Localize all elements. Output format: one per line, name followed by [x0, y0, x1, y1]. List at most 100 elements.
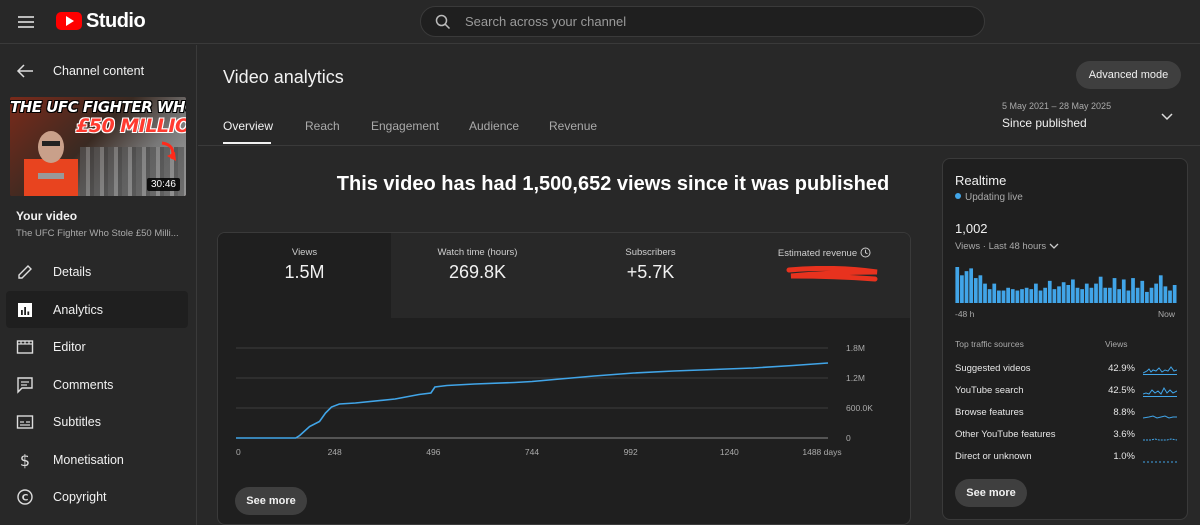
- realtime-bar: [1024, 287, 1029, 303]
- realtime-bar: [1080, 289, 1085, 303]
- realtime-bar: [1052, 289, 1057, 303]
- video-title: The UFC Fighter Who Stole £50 Milli...: [16, 228, 179, 239]
- video-thumbnail[interactable]: THE UFC FIGHTER WHO STOLE £50 MILLION 30…: [10, 97, 186, 196]
- realtime-bar: [1108, 287, 1112, 303]
- sidebar-nav: Details Analytics Editor: [6, 253, 188, 516]
- source-pct: 42.5%: [1108, 385, 1135, 396]
- x-tick-label: 744: [525, 447, 539, 457]
- y-tick-label: 1.8M: [846, 343, 865, 353]
- realtime-bar: [992, 283, 997, 303]
- top-bar: Studio: [0, 0, 1200, 44]
- sidebar-item-comments[interactable]: Comments: [6, 366, 188, 404]
- kpi-label: Subscribers: [625, 247, 676, 258]
- sidebar: Channel content THE UFC FIGHTER WHO STOL…: [0, 45, 197, 525]
- tab-audience[interactable]: Audience: [469, 119, 520, 133]
- sidebar-item-analytics[interactable]: Analytics: [6, 290, 188, 328]
- source-pct: 8.8%: [1113, 407, 1135, 418]
- source-name: Browse features: [955, 407, 1024, 418]
- svg-text:$: $: [20, 451, 30, 469]
- metrics-card: Views 1.5M Watch time (hours) 269.8K Sub…: [217, 232, 911, 525]
- realtime-status-text: Updating live: [965, 192, 1023, 203]
- x-tick-label: 1488 days: [802, 447, 841, 457]
- kpi-estimated-revenue[interactable]: Estimated revenue: [737, 233, 910, 318]
- realtime-bar: [1066, 285, 1071, 303]
- search-bar[interactable]: [420, 6, 985, 37]
- sidebar-item-editor[interactable]: Editor: [6, 328, 188, 366]
- realtime-bar: [978, 275, 983, 303]
- realtime-view-count: 1,002: [955, 221, 988, 236]
- copyright-icon: C: [17, 489, 33, 505]
- realtime-bar: [1043, 287, 1048, 303]
- tabs-divider: [198, 145, 1200, 146]
- back-label: Channel content: [53, 64, 145, 78]
- kpi-value: +5.7K: [626, 262, 675, 282]
- realtime-bar: [1112, 278, 1117, 303]
- realtime-bar: [1071, 279, 1075, 303]
- realtime-bar: [1103, 287, 1108, 303]
- sidebar-item-monetisation[interactable]: $ Monetisation: [6, 441, 188, 479]
- kpi-value: 269.8K: [448, 262, 507, 282]
- date-range-label[interactable]: Since published: [1002, 116, 1087, 130]
- realtime-see-more-button[interactable]: See more: [955, 479, 1027, 507]
- back-to-channel-content[interactable]: Channel content: [0, 57, 197, 85]
- studio-logo[interactable]: Studio: [56, 9, 146, 33]
- realtime-bar: [1034, 283, 1038, 303]
- thumbnail-title-line2: £50 MILLION: [76, 115, 186, 137]
- kpi-label: Estimated revenue: [737, 247, 910, 259]
- source-sparkline: [1143, 366, 1177, 375]
- dollar-icon: $: [20, 451, 30, 469]
- kpi-subscribers[interactable]: Subscribers +5.7K: [564, 233, 737, 318]
- tab-overview[interactable]: Overview: [223, 119, 274, 133]
- traffic-source-row: Suggested videos 42.9%: [955, 361, 1177, 379]
- kpi-watch-time[interactable]: Watch time (hours) 269.8K: [391, 233, 564, 318]
- realtime-bar: [1057, 286, 1061, 303]
- realtime-bar-chart: [955, 267, 1177, 303]
- comment-icon: [17, 376, 33, 394]
- realtime-bar: [1117, 289, 1122, 303]
- realtime-bar: [955, 267, 960, 303]
- search-input[interactable]: [465, 7, 965, 36]
- realtime-bar: [1158, 275, 1163, 303]
- tab-engagement[interactable]: Engagement: [371, 119, 440, 133]
- realtime-bar: [1006, 287, 1010, 303]
- page-title: Video analytics: [223, 67, 344, 87]
- youtube-logo-icon: [56, 12, 82, 30]
- sidebar-item-subtitles[interactable]: Subtitles: [6, 403, 188, 441]
- realtime-bar: [964, 271, 969, 303]
- realtime-title: Realtime: [955, 173, 1007, 188]
- views-series-line: [236, 362, 829, 439]
- sidebar-item-label: Monetisation: [53, 452, 124, 467]
- realtime-bar: [1121, 279, 1126, 303]
- search-icon[interactable]: [435, 14, 451, 30]
- x-tick-label: 0: [236, 447, 241, 457]
- realtime-bar: [1094, 283, 1098, 303]
- realtime-bar: [1020, 289, 1024, 303]
- traffic-source-row: YouTube search 42.5%: [955, 383, 1177, 401]
- see-more-button[interactable]: See more: [235, 487, 307, 515]
- chevron-down-icon[interactable]: [1160, 109, 1174, 123]
- realtime-bar: [987, 289, 992, 303]
- realtime-period-selector[interactable]: Views · Last 48 hours: [955, 241, 1059, 252]
- tab-revenue[interactable]: Revenue: [549, 119, 598, 133]
- realtime-bar: [1075, 287, 1080, 303]
- realtime-card: Realtime Updating live 1,002 Views · Las…: [942, 158, 1188, 520]
- source-name: Direct or unknown: [955, 451, 1032, 462]
- tab-reach[interactable]: Reach: [305, 119, 340, 133]
- redaction-scribble: [786, 266, 878, 282]
- realtime-bar: [997, 290, 1001, 303]
- realtime-bar: [1089, 287, 1094, 303]
- realtime-bar: [1015, 290, 1020, 303]
- traffic-source-row: Browse features 8.8%: [955, 405, 1177, 423]
- advanced-mode-button[interactable]: Advanced mode: [1076, 61, 1181, 89]
- realtime-axis-start: -48 h: [955, 309, 975, 319]
- realtime-bar: [1029, 289, 1034, 303]
- realtime-bar: [1168, 290, 1172, 303]
- source-sparkline: [1143, 386, 1177, 397]
- kpi-views[interactable]: Views 1.5M: [218, 233, 391, 318]
- thumbnail-title-line1: THE UFC FIGHTER WHO STOLE: [10, 98, 186, 116]
- menu-icon[interactable]: [14, 10, 38, 34]
- sidebar-item-copyright[interactable]: C Copyright: [6, 478, 188, 516]
- sidebar-item-details[interactable]: Details: [6, 253, 188, 291]
- realtime-axis-end: Now: [1157, 309, 1175, 319]
- sidebar-item-label: Editor: [53, 340, 86, 354]
